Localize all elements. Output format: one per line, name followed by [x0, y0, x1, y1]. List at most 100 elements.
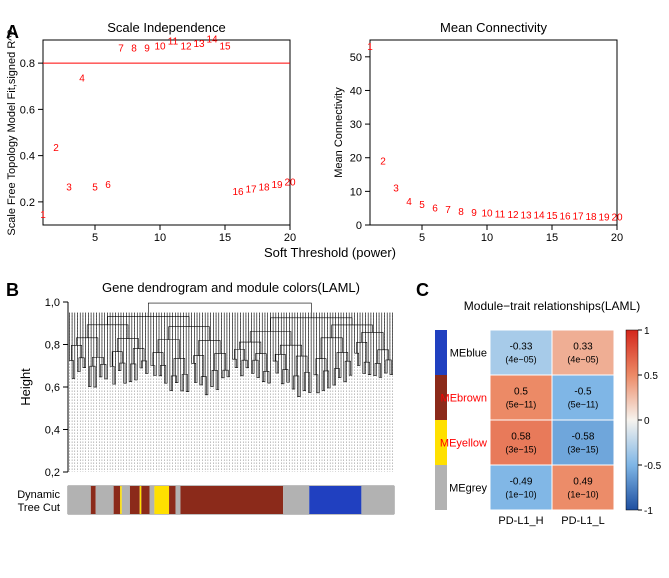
heatmap-cell [552, 420, 614, 465]
ytick-label: 0,4 [45, 425, 60, 437]
module-band [140, 486, 142, 514]
data-point: 12 [507, 210, 519, 221]
colorbar-tick: -1 [644, 506, 653, 517]
cell-value: -0.58 [572, 432, 595, 443]
row-label: MEbrown [441, 393, 487, 405]
data-point: 7 [445, 205, 451, 216]
heatmap-cell [490, 465, 552, 510]
xtick-label: 15 [546, 232, 558, 244]
data-point: 8 [458, 207, 464, 218]
dendro-branch [151, 313, 155, 376]
data-point: 15 [546, 211, 558, 222]
ytick-label: 0.4 [20, 151, 35, 163]
data-point: 19 [271, 180, 283, 191]
dendro-branch [264, 371, 269, 383]
data-point: 17 [245, 185, 257, 196]
data-point: 12 [180, 41, 192, 52]
data-point: 20 [284, 178, 296, 189]
dendro-branch [321, 338, 342, 359]
data-point: 1 [367, 42, 373, 53]
data-point: 13 [520, 210, 532, 221]
dendro-branch [90, 366, 95, 387]
chart-title: Mean Connectivity [440, 20, 547, 35]
data-point: 16 [559, 211, 571, 222]
y-axis-label: Scale Free Topology Model Fit,signed R^2 [6, 29, 18, 235]
module-color [435, 330, 447, 375]
ytick-label: 20 [350, 153, 362, 165]
module-band [122, 486, 130, 514]
data-point: 9 [471, 208, 477, 219]
heatmap-cell [490, 330, 552, 375]
ytick-label: 30 [350, 119, 362, 131]
module-band [68, 486, 91, 514]
data-point: 17 [572, 212, 584, 223]
data-point: 5 [92, 182, 98, 193]
data-point: 2 [380, 156, 386, 167]
module-band [283, 486, 309, 514]
dendro-branch [364, 362, 369, 375]
dendro-branch [273, 313, 277, 373]
cell-value: -0.33 [510, 342, 533, 353]
ytick-label: 50 [350, 52, 362, 64]
figure-svg: 51015200.20.40.60.8Scale IndependenceSca… [0, 0, 669, 573]
xtick-label: 20 [611, 232, 623, 244]
cell-pvalue: (4e−05) [567, 355, 598, 365]
dendro-branch [76, 338, 97, 357]
dendro-branch [345, 361, 350, 382]
ytick-label: 0,8 [45, 340, 60, 352]
cell-pvalue: (5e−11) [568, 400, 599, 410]
ytick-label: 0,2 [45, 467, 60, 479]
data-point: 6 [105, 180, 111, 191]
data-point: 19 [598, 212, 610, 223]
xtick-label: 5 [92, 232, 98, 244]
dendro-branch [117, 339, 138, 352]
panel-label-a: A [6, 22, 19, 43]
ytick-label: 0.6 [20, 104, 35, 116]
xtick-label: 15 [219, 232, 231, 244]
data-point: 18 [258, 182, 270, 193]
dendro-branch [304, 372, 309, 392]
xtick-label: 20 [284, 232, 296, 244]
module-color [435, 465, 447, 510]
ytick-label: 1,0 [45, 297, 60, 309]
data-point: 4 [79, 74, 85, 85]
module-band [120, 486, 122, 514]
data-point: 10 [481, 209, 493, 220]
dendro-branch [362, 332, 383, 349]
heatmap-cell [490, 420, 552, 465]
dendro-branch [175, 313, 178, 383]
colorbar-tick: -0.5 [644, 461, 662, 472]
dendro-branch [334, 369, 339, 385]
xtick-label: 5 [419, 232, 425, 244]
dendro-branch [200, 313, 203, 385]
colorbar [626, 330, 638, 510]
colorbar-tick: 0 [644, 416, 650, 427]
module-band [96, 486, 114, 514]
dendro-branch [141, 361, 146, 374]
module-band [361, 486, 394, 514]
plot-frame [43, 40, 290, 225]
cell-pvalue: (1e−10) [567, 490, 598, 500]
xtick-label: 10 [154, 232, 166, 244]
module-band [176, 486, 181, 514]
dendro-branch [355, 313, 359, 366]
heatmap-cell [552, 465, 614, 510]
y-axis-label: Mean Connectivity [333, 87, 345, 178]
ytick-label: 0.2 [20, 197, 35, 209]
cell-pvalue: (3e−15) [505, 445, 536, 455]
data-point: 2 [53, 143, 59, 154]
strip-label: Dynamic [17, 489, 60, 501]
module-band [91, 486, 96, 514]
col-label: PD-L1_L [561, 515, 604, 527]
row-label: MEgrey [449, 483, 487, 495]
dendro-branch [192, 313, 196, 383]
colorbar-tick: 1 [644, 326, 650, 337]
panel-label-c: C [416, 280, 429, 301]
heatmap-cell [552, 375, 614, 420]
dendro-branch [221, 313, 224, 378]
cell-value: -0.5 [574, 387, 592, 398]
data-point: 7 [118, 44, 124, 55]
ytick-label: 0,6 [45, 382, 60, 394]
dendro-branch [253, 360, 258, 377]
data-point: 18 [585, 212, 597, 223]
